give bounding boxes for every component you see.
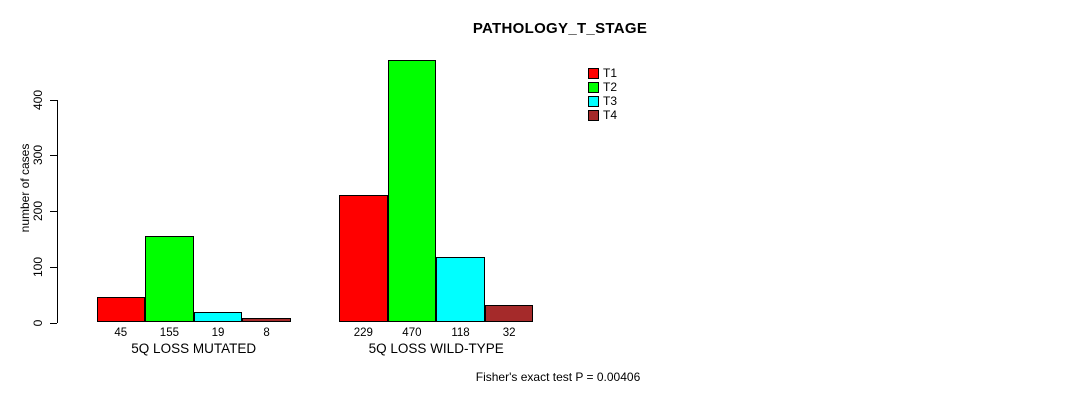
bar-T3 — [436, 256, 485, 323]
legend-item-T4: T4 — [588, 108, 617, 122]
chart-title: PATHOLOGY_T_STAGE — [472, 20, 648, 37]
y-axis-tick — [50, 99, 57, 101]
bar-value-label: 229 — [353, 327, 373, 339]
legend-item-T3: T3 — [588, 94, 617, 108]
y-axis-tick-label: 0 — [31, 319, 45, 326]
bar-T3 — [193, 311, 243, 323]
y-axis-tick — [50, 322, 57, 324]
bar-value-label: 118 — [451, 327, 470, 339]
legend-swatch-T3 — [588, 95, 599, 107]
y-axis-tick-label: 400 — [31, 89, 45, 110]
legend: T1 T2 T3 T4 — [588, 66, 617, 122]
legend-label: T4 — [603, 108, 618, 122]
bar-T2 — [387, 60, 437, 323]
legend-swatch-T4 — [588, 109, 599, 121]
y-axis-tick — [50, 266, 57, 268]
category-label: 5Q LOSS WILD-TYPE — [368, 341, 504, 356]
bar-T1 — [96, 297, 146, 323]
category-label: 5Q LOSS MUTATED — [131, 341, 257, 356]
bar-value-label: 470 — [402, 327, 422, 339]
bar-T1 — [339, 194, 388, 323]
y-axis-tick-label: 100 — [31, 256, 45, 277]
legend-label: T3 — [603, 94, 618, 108]
bar-value-label: 45 — [114, 327, 128, 339]
fisher-test-annotation: Fisher's exact test P = 0.00406 — [475, 370, 641, 384]
y-axis-tick-label: 200 — [31, 200, 45, 222]
y-axis-tick — [50, 211, 57, 212]
y-axis-label: number of cases — [18, 143, 32, 233]
legend-swatch-T2 — [588, 81, 599, 93]
y-axis-tick-label: 300 — [31, 145, 45, 166]
bar-value-label: 32 — [502, 327, 516, 339]
legend-item-T1: T1 — [588, 66, 617, 80]
bar-T4 — [242, 318, 291, 323]
bar-value-label: 8 — [263, 327, 270, 339]
legend-label: T1 — [603, 66, 618, 80]
legend-label: T2 — [603, 80, 618, 94]
y-axis-tick — [50, 155, 57, 157]
legend-item-T2: T2 — [588, 80, 617, 94]
y-axis-line — [57, 99, 58, 323]
legend-swatch-T1 — [588, 67, 599, 79]
bar-T2 — [145, 236, 194, 323]
bar-T4 — [484, 304, 534, 323]
bar-value-label: 155 — [159, 327, 179, 339]
bar-value-label: 19 — [211, 327, 225, 339]
